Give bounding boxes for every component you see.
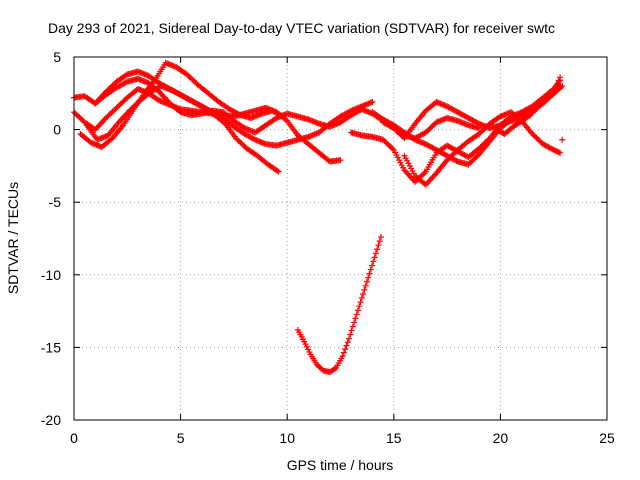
data-point: [122, 79, 129, 86]
chart-title: Day 293 of 2021, Sidereal Day-to-day VTE…: [48, 20, 555, 36]
y-tick-labels: 5 0 -5 -10 -15 -20: [41, 49, 61, 428]
data-point: [365, 274, 372, 281]
data-point: [474, 120, 481, 127]
data-point: [366, 270, 373, 277]
data-point: [108, 136, 115, 143]
data-point: [235, 111, 242, 118]
data-point: [453, 157, 460, 164]
data-point: [421, 169, 428, 176]
data-point: [557, 84, 564, 91]
y-tick-label: -5: [49, 194, 62, 210]
data-point: [370, 258, 377, 265]
data-point: [344, 339, 351, 346]
data-point: [343, 342, 350, 349]
data-point: [360, 290, 367, 297]
x-axis-label: GPS time / hours: [287, 457, 394, 473]
data-point: [352, 315, 359, 322]
data-point: [549, 146, 556, 153]
series-track-i: [401, 109, 564, 188]
x-tick-label: 15: [386, 430, 402, 446]
data-point: [331, 365, 338, 372]
data-point: [357, 299, 364, 306]
series-track-b: [71, 85, 376, 149]
series-isolated: [559, 136, 566, 143]
y-tick-label: -15: [41, 339, 61, 355]
x-tick-label: 20: [493, 430, 509, 446]
data-point: [555, 77, 562, 84]
series-track-d: [83, 83, 282, 175]
data-point: [122, 72, 129, 79]
data-point: [348, 327, 355, 334]
data-point: [369, 262, 376, 269]
data-point: [342, 346, 349, 353]
data-point: [474, 152, 481, 159]
y-axis-label: SDTVAR / TECUs: [5, 182, 21, 294]
data-point: [347, 331, 354, 338]
data-point: [361, 286, 368, 293]
series-track-k: [294, 234, 385, 376]
data-point: [356, 303, 363, 310]
data-point: [346, 335, 353, 342]
data-points: [71, 59, 566, 376]
data-point: [221, 119, 228, 126]
x-tick-label: 25: [599, 430, 615, 446]
x-tick-label: 5: [177, 430, 185, 446]
data-point: [274, 167, 281, 174]
data-point: [282, 116, 289, 123]
data-point: [305, 346, 312, 353]
x-tick-label: 0: [70, 430, 78, 446]
data-point: [363, 278, 370, 285]
data-point: [340, 349, 347, 356]
data-point: [557, 149, 564, 156]
data-point: [325, 157, 332, 164]
data-point: [349, 323, 356, 330]
data-point: [362, 282, 369, 289]
data-point: [389, 145, 396, 152]
y-tick-label: -10: [41, 267, 61, 283]
data-point: [337, 157, 344, 164]
data-point: [559, 83, 566, 90]
data-point: [353, 311, 360, 318]
data-point: [302, 341, 309, 348]
data-point: [374, 246, 381, 253]
y-tick-label: 0: [53, 122, 61, 138]
data-point: [369, 99, 376, 106]
plot-frame: [73, 56, 608, 421]
y-tick-label: 5: [53, 49, 61, 65]
data-point: [554, 80, 561, 87]
data-point: [275, 168, 282, 175]
data-point: [367, 266, 374, 273]
data-point: [354, 307, 361, 314]
data-point: [376, 238, 383, 245]
x-tick-label: 10: [279, 430, 295, 446]
data-point: [378, 234, 385, 241]
data-point: [372, 250, 379, 257]
data-point: [371, 254, 378, 261]
data-point: [375, 242, 382, 249]
data-point: [358, 295, 365, 302]
y-tick-label: -20: [41, 412, 61, 428]
data-point: [303, 343, 310, 350]
data-point: [306, 349, 313, 356]
data-point: [301, 338, 308, 345]
data-point: [557, 74, 564, 81]
data-point: [351, 319, 358, 326]
series-track-j: [493, 83, 566, 137]
data-point: [250, 136, 257, 143]
data-point: [339, 353, 346, 360]
x-tick-labels: 0 5 10 15 20 25: [70, 430, 615, 446]
data-point: [559, 136, 566, 143]
series-track-e: [92, 75, 483, 142]
